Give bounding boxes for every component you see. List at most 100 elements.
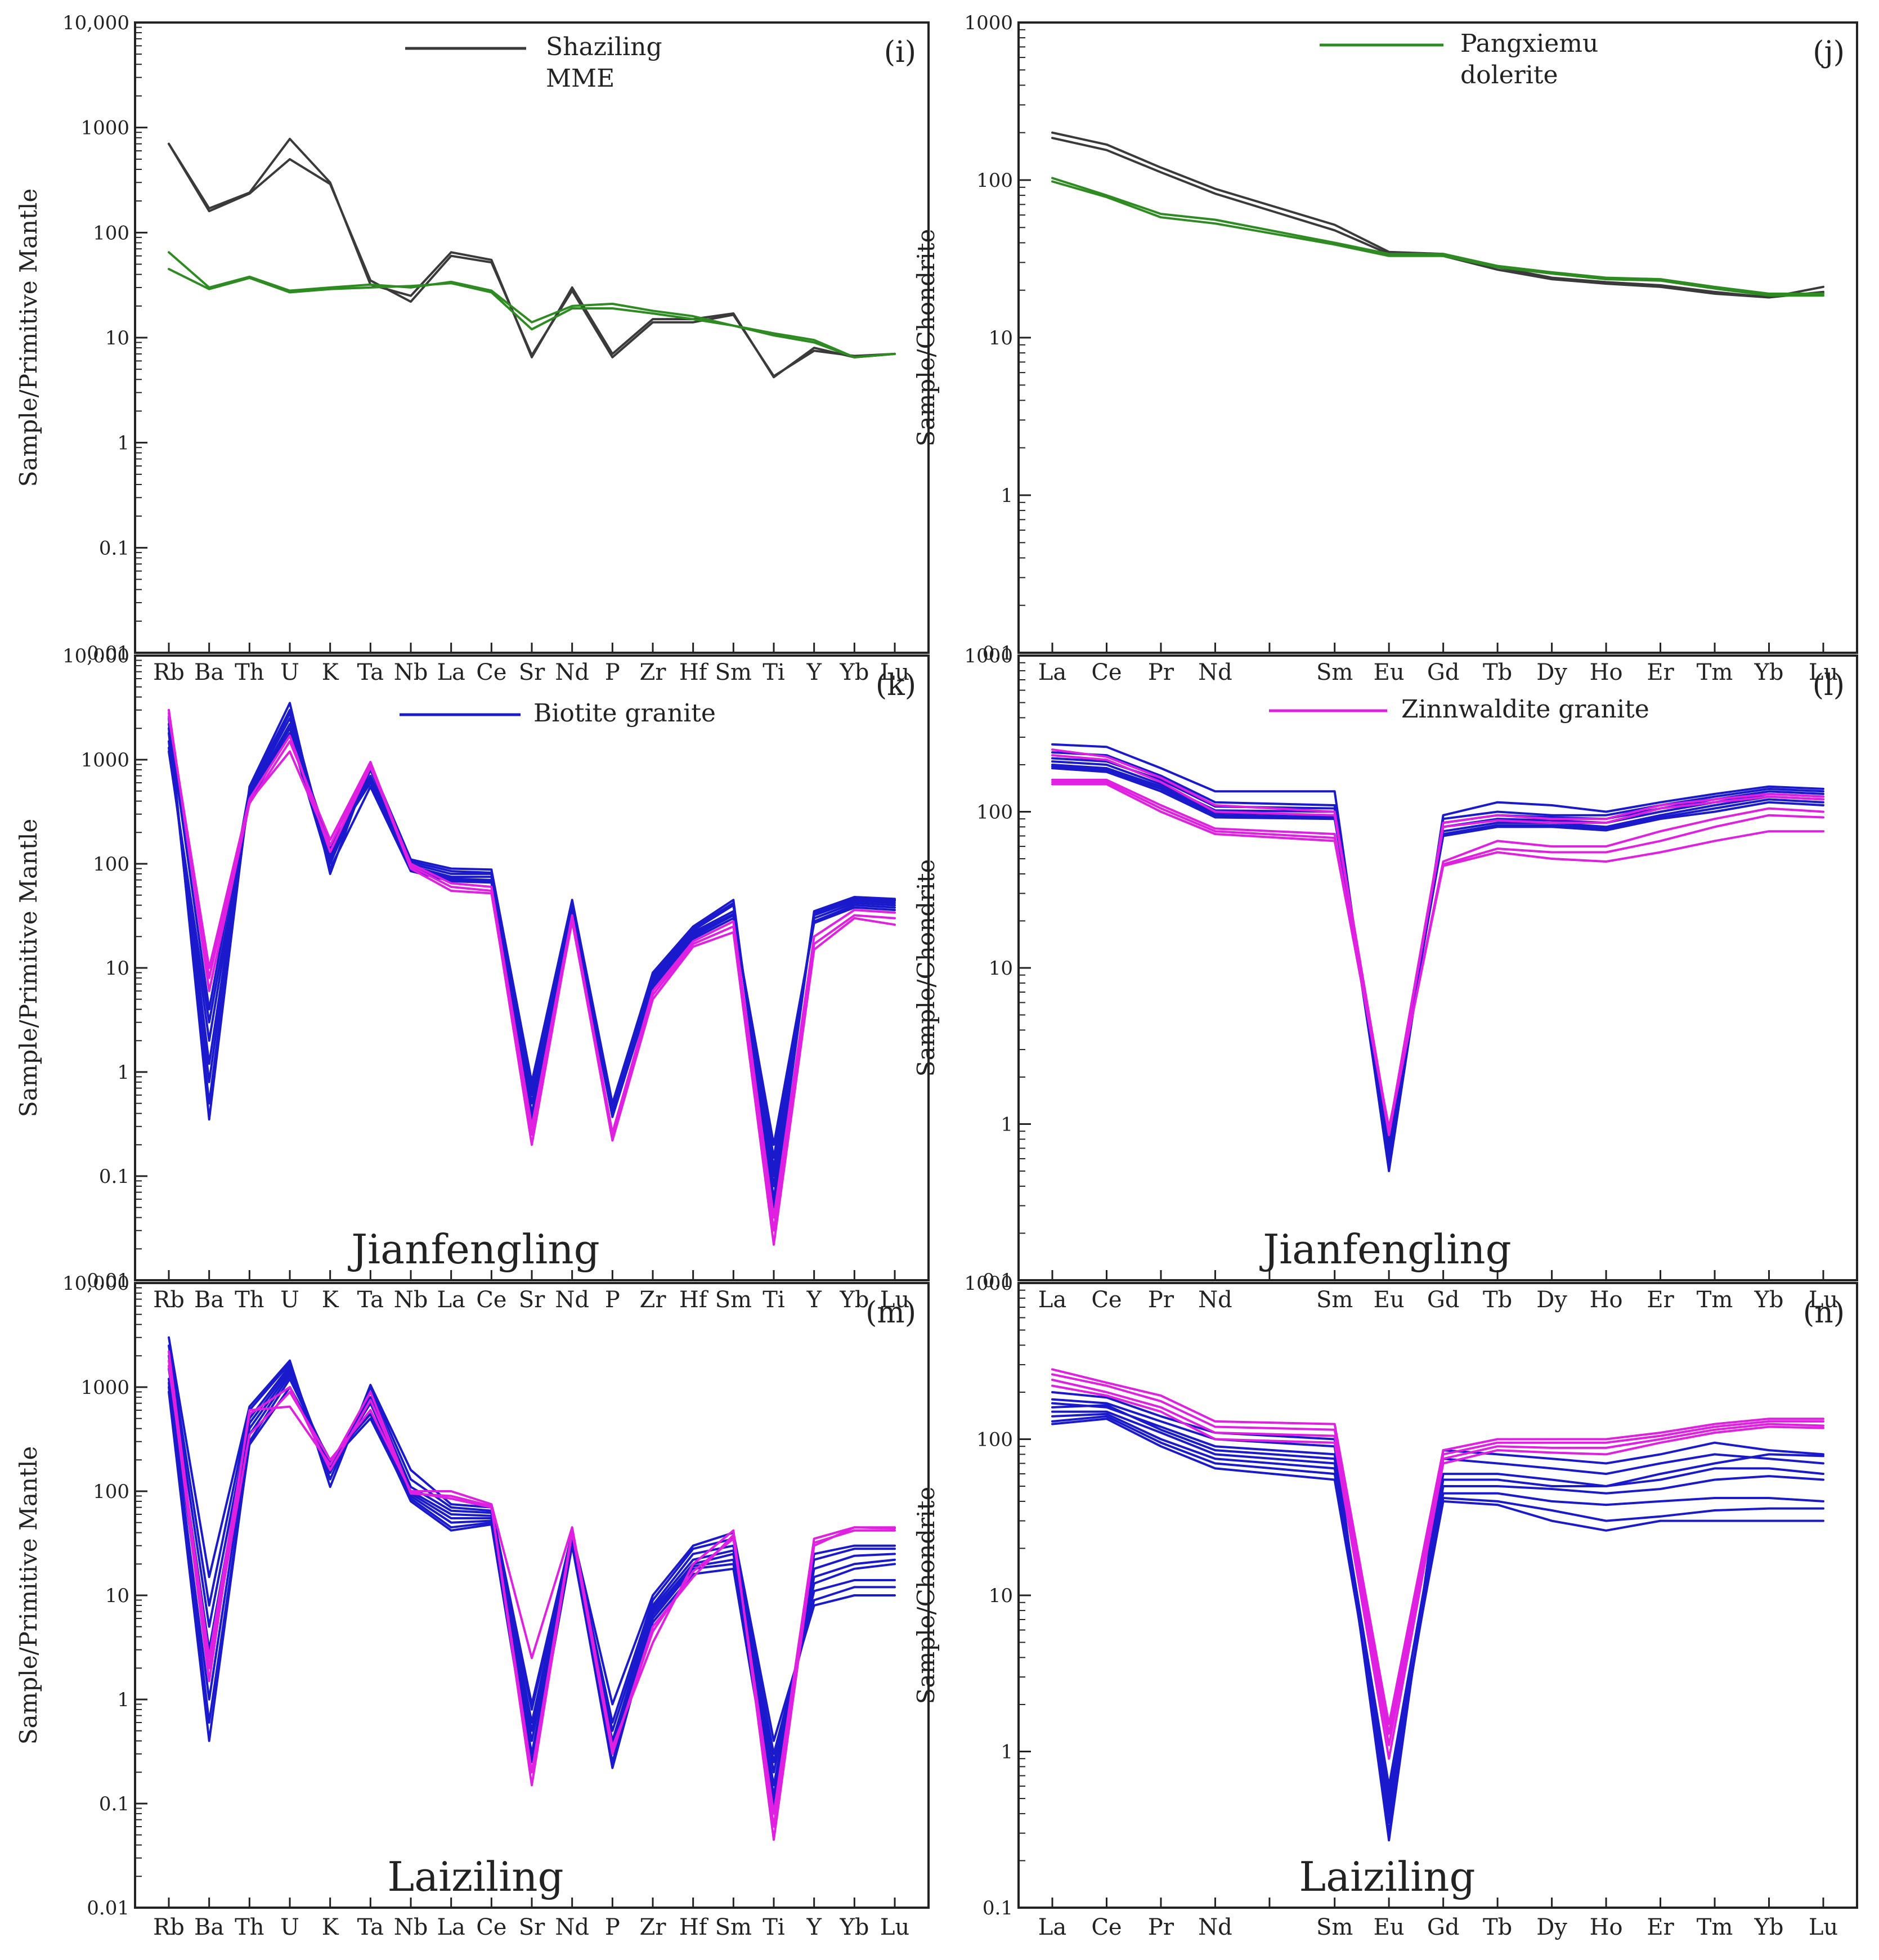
y-tick-label: 1000 bbox=[80, 117, 129, 140]
x-tick-label: Ba bbox=[194, 1287, 224, 1313]
x-tick-label: Gd bbox=[1427, 660, 1460, 685]
panel-l: 0.1 1 10 100 1000 Sample/Chondrite La Ce Pr Nd Sm E… bbox=[912, 645, 1858, 1313]
series-line bbox=[168, 708, 896, 1200]
y-tick-label: 100 bbox=[976, 169, 1013, 192]
y-axis-label: Sample/Primitive Mantle bbox=[15, 1446, 42, 1745]
series-line bbox=[1051, 767, 1824, 1141]
y-tick-label: 10 bbox=[105, 1585, 129, 1607]
x-tick-label: Zr bbox=[640, 660, 667, 685]
series-line bbox=[1051, 783, 1824, 1129]
x-tick-label: La bbox=[1038, 660, 1066, 685]
series-line bbox=[1051, 764, 1824, 1150]
series-line bbox=[1051, 1398, 1824, 1835]
y-tick-label: 10,000 bbox=[62, 645, 129, 667]
y-tick-label: 1 bbox=[1001, 485, 1013, 507]
x-tick-label: Ce bbox=[1091, 660, 1122, 685]
x-tick-label: Sr bbox=[519, 1287, 545, 1313]
x-tick-label: P bbox=[605, 1287, 620, 1313]
x-tick-label: Ta bbox=[357, 1287, 384, 1313]
y-tick-label: 100 bbox=[976, 801, 1013, 824]
series-line bbox=[1051, 748, 1824, 1133]
x-tick-label: Ce bbox=[1091, 1914, 1122, 1940]
x-tick-label: Ti bbox=[763, 1914, 784, 1940]
y-tick-label: 1000 bbox=[80, 1376, 129, 1399]
x-tick-label: Pr bbox=[1148, 660, 1174, 685]
x-tick-label: Tm bbox=[1697, 1287, 1733, 1313]
x-tick-label: Th bbox=[235, 1287, 264, 1313]
x-tick-label: Lu bbox=[880, 1914, 909, 1940]
y-tick-label: 1 bbox=[1001, 1741, 1013, 1764]
series-line bbox=[168, 251, 896, 358]
x-tick-label: Pr bbox=[1148, 1287, 1174, 1313]
x-tick-label: Gd bbox=[1427, 1287, 1460, 1313]
plot-frame bbox=[1017, 1282, 1858, 1909]
y-tick-label: 0.1 bbox=[983, 1270, 1013, 1292]
y-tick-label: 100 bbox=[93, 1481, 129, 1503]
x-tick-label: P bbox=[605, 1914, 620, 1940]
x-tick-label: La bbox=[437, 1287, 465, 1313]
x-tick-label: Th bbox=[235, 1914, 264, 1940]
x-tick-label: Sr bbox=[519, 660, 545, 685]
x-tick-label: Yb bbox=[1754, 660, 1784, 685]
series-line bbox=[1051, 1412, 1824, 1807]
legend-label: Biotite granite bbox=[533, 699, 716, 728]
y-tick-label: 1000 bbox=[964, 1272, 1013, 1295]
series-line bbox=[1051, 751, 1824, 1166]
x-tick-label: Ce bbox=[1091, 1287, 1122, 1313]
x-tick-label: P bbox=[605, 660, 620, 685]
y-tick-label: 1 bbox=[117, 1061, 129, 1084]
x-tick-label: Zr bbox=[640, 1287, 667, 1313]
x-tick-label: Y bbox=[806, 1287, 822, 1313]
series-line bbox=[168, 142, 896, 378]
x-tick-label: Rb bbox=[153, 1287, 185, 1313]
series-line bbox=[1051, 1418, 1824, 1793]
x-tick-label: Hf bbox=[679, 1914, 709, 1940]
series-line bbox=[168, 717, 896, 1177]
y-tick-label: 1 bbox=[117, 432, 129, 455]
y-tick-label: 100 bbox=[93, 853, 129, 876]
series-line bbox=[1051, 1404, 1824, 1788]
y-tick-label: 100 bbox=[93, 222, 129, 244]
series-line bbox=[1051, 137, 1824, 299]
x-tick-label: La bbox=[1038, 1914, 1066, 1940]
x-tick-label: Zr bbox=[640, 1914, 667, 1940]
x-tick-label: Tb bbox=[1483, 1287, 1512, 1313]
y-tick-label: 10 bbox=[105, 327, 129, 349]
y-axis-label: Sample/Chondrite bbox=[912, 229, 940, 447]
x-tick-label: Lu bbox=[1809, 1287, 1838, 1313]
series-line bbox=[1051, 180, 1824, 297]
x-tick-label: Ta bbox=[357, 660, 384, 685]
x-tick-label: Tm bbox=[1697, 660, 1733, 685]
x-tick-label: Gd bbox=[1427, 1914, 1460, 1940]
panel-label: (n) bbox=[1803, 1296, 1845, 1330]
series-line bbox=[1051, 1368, 1824, 1725]
series-line bbox=[168, 1367, 896, 1774]
series-line bbox=[1051, 765, 1824, 1145]
series-line bbox=[168, 268, 896, 358]
series-line bbox=[1051, 757, 1824, 1160]
series-line bbox=[168, 708, 896, 1246]
series-line bbox=[168, 727, 896, 1159]
y-tick-label: 1000 bbox=[80, 749, 129, 772]
y-tick-label: 0.1 bbox=[99, 1165, 129, 1188]
series-line bbox=[168, 715, 896, 1219]
y-tick-label: 0.1 bbox=[99, 537, 129, 559]
legend-label: Zinnwaldite granite bbox=[1401, 695, 1649, 724]
series-line bbox=[1051, 1384, 1824, 1760]
x-tick-label: Yb bbox=[839, 660, 869, 685]
location-label: Jianfengling bbox=[1259, 1226, 1511, 1273]
y-tick-label: 0.1 bbox=[983, 642, 1013, 665]
series-line bbox=[1051, 1402, 1824, 1824]
panel-label: (m) bbox=[865, 1296, 916, 1330]
legend-label: Shaziling MME bbox=[546, 33, 662, 93]
x-tick-label: Eu bbox=[1374, 1914, 1405, 1940]
x-tick-label: Ho bbox=[1590, 1914, 1623, 1940]
x-tick-label: Pr bbox=[1148, 1914, 1174, 1940]
x-tick-label: Y bbox=[806, 1914, 822, 1940]
x-tick-label: Nb bbox=[394, 660, 428, 685]
x-tick-label: Sm bbox=[1316, 1914, 1353, 1940]
x-tick-label: La bbox=[437, 1914, 465, 1940]
x-tick-label: Er bbox=[1647, 660, 1674, 685]
y-axis-label: Sample/Chondrite bbox=[912, 1487, 940, 1705]
